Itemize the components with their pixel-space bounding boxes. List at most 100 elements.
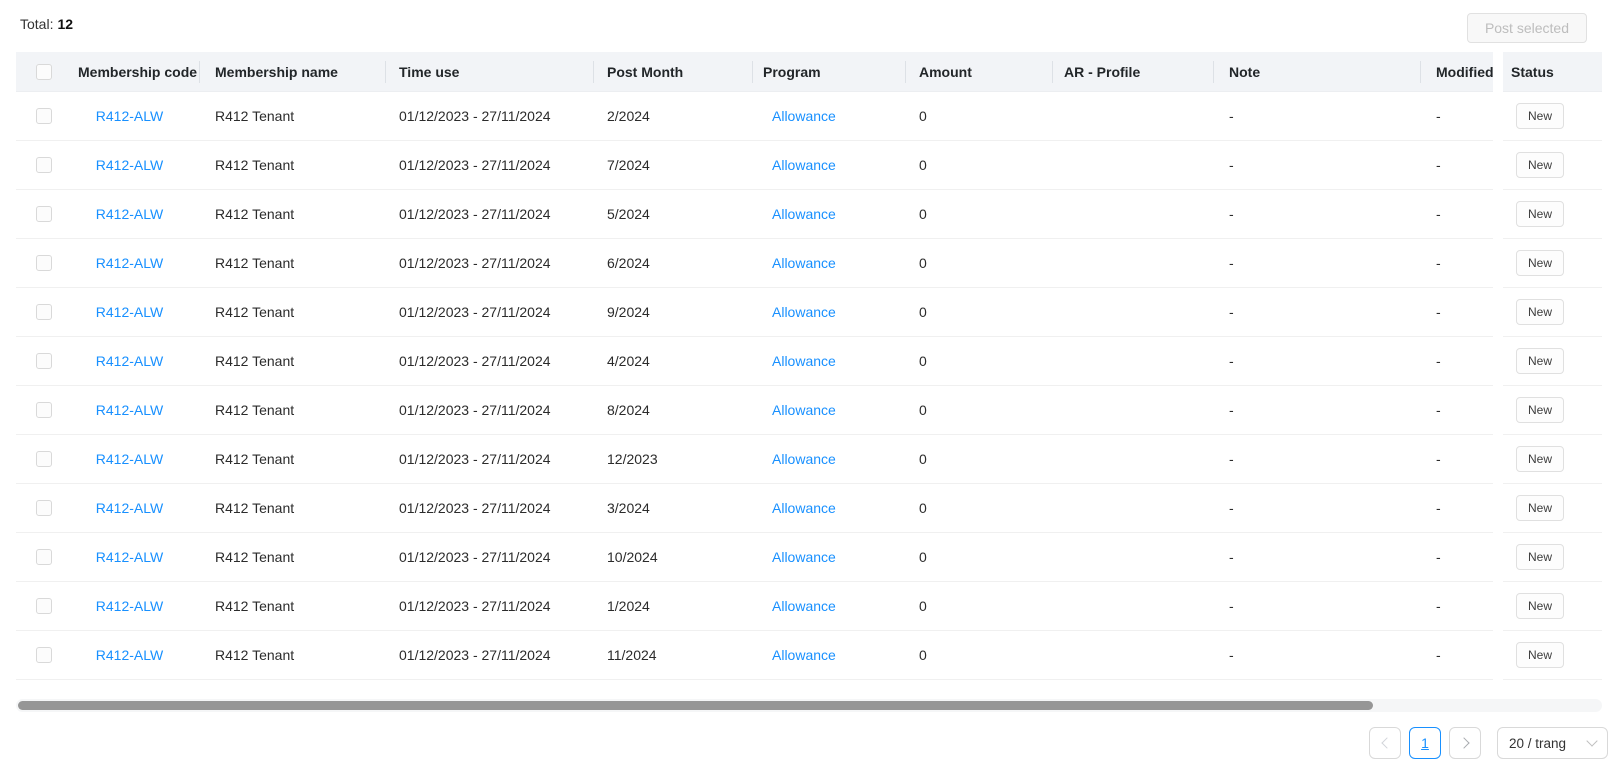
cell-status: New bbox=[1503, 386, 1602, 435]
header-cell-ar-profile: AR - Profile bbox=[1052, 52, 1213, 92]
row-checkbox[interactable] bbox=[36, 500, 52, 516]
pagination-page-1-button[interactable]: 1 bbox=[1409, 727, 1441, 759]
header-cell-membership-name: Membership name bbox=[199, 52, 385, 92]
membership-code-link[interactable]: R412-ALW bbox=[95, 255, 164, 271]
membership-code-link[interactable]: R412-ALW bbox=[95, 549, 164, 565]
program-link[interactable]: Allowance bbox=[772, 108, 836, 124]
cell-amount: 0 bbox=[919, 108, 927, 124]
row-checkbox[interactable] bbox=[36, 157, 52, 173]
membership-code-link[interactable]: R412-ALW bbox=[95, 108, 164, 124]
header-cell-time-use: Time use bbox=[385, 52, 593, 92]
program-link[interactable]: Allowance bbox=[772, 647, 836, 663]
row-checkbox[interactable] bbox=[36, 402, 52, 418]
program-link[interactable]: Allowance bbox=[772, 353, 836, 369]
cell-post-month: 2/2024 bbox=[607, 108, 650, 124]
cell-ar-profile bbox=[1052, 337, 1213, 386]
program-link[interactable]: Allowance bbox=[772, 206, 836, 222]
cell-modified: - bbox=[1436, 206, 1441, 222]
cell-membership-name: R412 Tenant bbox=[215, 549, 295, 565]
program-link[interactable]: Allowance bbox=[772, 451, 836, 467]
cell-program: Allowance bbox=[752, 239, 905, 288]
cell-amount: 0 bbox=[919, 206, 927, 222]
row-checkbox[interactable] bbox=[36, 598, 52, 614]
cell-select bbox=[16, 92, 60, 141]
cell-ar-profile bbox=[1052, 386, 1213, 435]
status-row: New bbox=[1503, 386, 1602, 435]
cell-time-use: 01/12/2023 - 27/11/2024 bbox=[399, 353, 551, 369]
total-label: Total: bbox=[20, 16, 54, 32]
row-checkbox[interactable] bbox=[36, 451, 52, 467]
cell-membership-name: R412 Tenant bbox=[215, 108, 295, 124]
horizontal-scrollbar-thumb[interactable] bbox=[18, 701, 1373, 710]
row-checkbox[interactable] bbox=[36, 304, 52, 320]
row-checkbox[interactable] bbox=[36, 255, 52, 271]
membership-code-link[interactable]: R412-ALW bbox=[95, 647, 164, 663]
select-all-checkbox[interactable] bbox=[36, 63, 52, 80]
cell-time-use: 01/12/2023 - 27/11/2024 bbox=[399, 500, 551, 516]
membership-code-link[interactable]: R412-ALW bbox=[95, 304, 164, 320]
table-row: R412-ALW R412 Tenant 01/12/2023 - 27/11/… bbox=[16, 435, 1493, 484]
cell-select bbox=[16, 288, 60, 337]
membership-code-link[interactable]: R412-ALW bbox=[95, 598, 164, 614]
program-link[interactable]: Allowance bbox=[772, 549, 836, 565]
cell-select bbox=[16, 631, 60, 680]
status-badge: New bbox=[1516, 298, 1565, 326]
program-link[interactable]: Allowance bbox=[772, 402, 836, 418]
cell-membership-code: R412-ALW bbox=[60, 239, 199, 288]
cell-ar-profile bbox=[1052, 533, 1213, 582]
cell-select bbox=[16, 582, 60, 631]
membership-code-link[interactable]: R412-ALW bbox=[95, 402, 164, 418]
pagination-prev-button[interactable] bbox=[1369, 727, 1401, 759]
cell-program: Allowance bbox=[752, 141, 905, 190]
membership-code-link[interactable]: R412-ALW bbox=[95, 206, 164, 222]
pagination-next-button[interactable] bbox=[1449, 727, 1481, 759]
program-link[interactable]: Allowance bbox=[772, 304, 836, 320]
program-link[interactable]: Allowance bbox=[772, 500, 836, 516]
membership-code-link[interactable]: R412-ALW bbox=[95, 353, 164, 369]
table-row: R412-ALW R412 Tenant 01/12/2023 - 27/11/… bbox=[16, 631, 1493, 680]
cell-amount: 0 bbox=[919, 304, 927, 320]
status-badge: New bbox=[1516, 200, 1565, 228]
program-link[interactable]: Allowance bbox=[772, 157, 836, 173]
status-row: New bbox=[1503, 631, 1602, 680]
membership-code-link[interactable]: R412-ALW bbox=[95, 451, 164, 467]
cell-status: New bbox=[1503, 288, 1602, 337]
cell-note: - bbox=[1229, 402, 1234, 418]
row-checkbox[interactable] bbox=[36, 353, 52, 369]
row-checkbox[interactable] bbox=[36, 108, 52, 124]
cell-membership-name: R412 Tenant bbox=[215, 255, 295, 271]
cell-note: - bbox=[1229, 451, 1234, 467]
cell-modified: - bbox=[1436, 451, 1441, 467]
row-checkbox[interactable] bbox=[36, 647, 52, 663]
membership-code-link[interactable]: R412-ALW bbox=[95, 157, 164, 173]
post-selected-button[interactable]: Post selected bbox=[1466, 13, 1587, 43]
chevron-right-icon bbox=[1457, 737, 1470, 749]
page-size-select[interactable]: 20 / trang bbox=[1497, 727, 1608, 759]
status-badge: New bbox=[1516, 592, 1565, 620]
row-checkbox[interactable] bbox=[36, 549, 52, 565]
status-badge: New bbox=[1516, 445, 1565, 473]
row-checkbox[interactable] bbox=[36, 206, 52, 222]
pagination-current-page: 1 bbox=[1421, 735, 1429, 751]
cell-status: New bbox=[1503, 484, 1602, 533]
header-cell-amount: Amount bbox=[905, 52, 1052, 92]
cell-membership-code: R412-ALW bbox=[60, 386, 199, 435]
cell-time-use: 01/12/2023 - 27/11/2024 bbox=[399, 108, 551, 124]
table-row: R412-ALW R412 Tenant 01/12/2023 - 27/11/… bbox=[16, 533, 1493, 582]
cell-post-month: 9/2024 bbox=[607, 304, 650, 320]
table-header-row: Membership code Membership name Time use… bbox=[16, 52, 1493, 92]
cell-membership-name: R412 Tenant bbox=[215, 598, 295, 614]
cell-status: New bbox=[1503, 92, 1602, 141]
program-link[interactable]: Allowance bbox=[772, 255, 836, 271]
horizontal-scrollbar-track[interactable] bbox=[16, 699, 1602, 712]
cell-post-month: 4/2024 bbox=[607, 353, 650, 369]
cell-status: New bbox=[1503, 582, 1602, 631]
cell-ar-profile bbox=[1052, 190, 1213, 239]
cell-status: New bbox=[1503, 141, 1602, 190]
program-link[interactable]: Allowance bbox=[772, 598, 836, 614]
status-row: New bbox=[1503, 533, 1602, 582]
cell-select bbox=[16, 484, 60, 533]
membership-code-link[interactable]: R412-ALW bbox=[95, 500, 164, 516]
status-row: New bbox=[1503, 435, 1602, 484]
cell-amount: 0 bbox=[919, 402, 927, 418]
